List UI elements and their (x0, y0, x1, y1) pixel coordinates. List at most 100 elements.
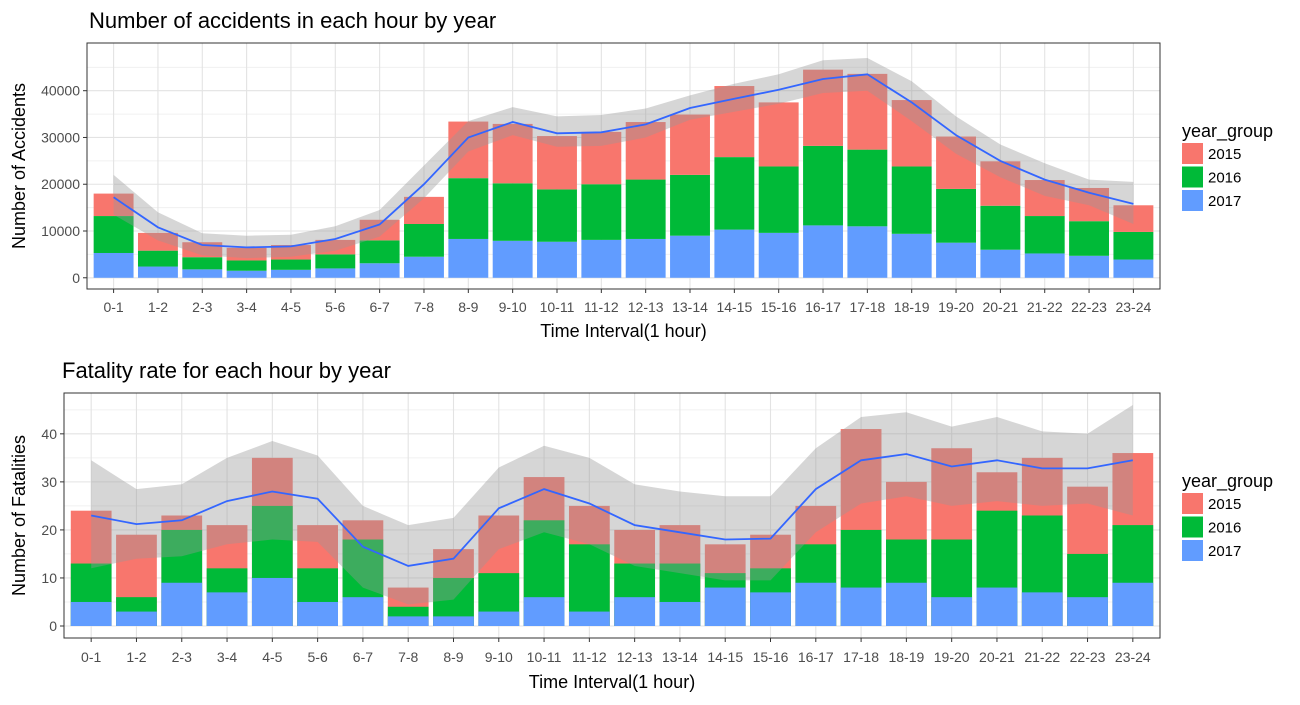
x-tick-label: 6-7 (370, 299, 390, 315)
x-tick-label: 21-22 (1027, 299, 1063, 315)
bar-2017-21-22 (1021, 592, 1063, 626)
x-tick-label: 15-16 (753, 649, 789, 665)
legend-label-2015: 2015 (1208, 496, 1241, 513)
bar-2017-15-16 (758, 232, 799, 278)
bar-2017-13-14 (659, 601, 701, 626)
bar-2017-10-11 (537, 241, 577, 278)
bars (70, 429, 1154, 626)
bar-2016-15-16 (758, 166, 799, 233)
bar-2016-0-1 (93, 216, 134, 253)
legend-label-2017: 2017 (1208, 193, 1241, 210)
bar-2017-0-1 (93, 252, 134, 278)
bar-2016-6-7 (359, 240, 400, 264)
x-tick-label: 16-17 (798, 649, 834, 665)
bar-2017-1-2 (137, 266, 178, 278)
x-tick-label: 8-9 (443, 649, 463, 665)
bar-2016-1-2 (137, 250, 178, 267)
x-tick-label: 19-20 (934, 649, 970, 665)
bar-2017-6-7 (342, 597, 384, 626)
chart-title: Fatality rate for each hour by year (62, 358, 391, 383)
bar-2017-9-10 (492, 240, 533, 278)
bar-2016-3-4 (226, 260, 267, 271)
y-tick-label: 0 (49, 618, 57, 634)
y-axis-title: Number of Fatalities (9, 435, 29, 596)
legend-swatch-2017 (1182, 190, 1203, 211)
bar-2015-12-13 (625, 122, 666, 180)
plot-border (63, 392, 1161, 639)
bar-2017-18-19 (891, 233, 932, 278)
x-tick-label: 4-5 (262, 649, 282, 665)
x-tick-label: 20-21 (982, 299, 1018, 315)
bar-2016-21-22 (1024, 216, 1065, 254)
bar-2016-19-20 (936, 188, 976, 243)
smooth-line (113, 73, 1134, 249)
x-tick-label: 22-23 (1070, 649, 1106, 665)
bar-2015-11-12 (581, 131, 622, 185)
bar-2015-6-7 (359, 219, 400, 241)
x-tick-label: 14-15 (716, 299, 752, 315)
legend-swatch-2016 (1182, 516, 1203, 538)
bar-2016-20-21 (980, 205, 1021, 250)
bar-2016-12-13 (625, 179, 666, 239)
bar-2017-4-5 (251, 577, 293, 626)
bar-2016-8-9 (448, 178, 489, 239)
bar-2017-10-11 (523, 597, 565, 626)
y-tick-label: 40 (41, 426, 57, 442)
legend-swatch-2015 (1182, 493, 1203, 514)
bar-2016-11-12 (581, 184, 622, 240)
bar-2017-17-18 (847, 226, 888, 278)
y-tick-label: 10 (41, 570, 57, 586)
legend: year_group 2015 2016 2017 (1182, 121, 1273, 211)
x-tick-label: 12-13 (617, 649, 653, 665)
chart-panel-2: Fatality rate for each hour by year 0 10 20… (9, 358, 1273, 692)
legend-label-2015: 2015 (1208, 146, 1241, 163)
x-tick-label: 2-3 (192, 299, 212, 315)
smooth-line (91, 453, 1133, 567)
x-tick-label: 0-1 (81, 649, 101, 665)
bar-2016-2-3 (182, 257, 223, 270)
legend-label-2016: 2016 (1208, 520, 1241, 537)
bar-2017-23-24 (1112, 582, 1154, 626)
x-tick-label: 23-24 (1115, 299, 1151, 315)
bar-2015-1-2 (137, 232, 178, 251)
bar-2015-3-4 (226, 247, 267, 261)
plot-border (86, 42, 1161, 290)
bar-2017-12-13 (614, 597, 656, 626)
bar-2016-9-10 (492, 183, 533, 241)
bar-2016-16-17 (803, 145, 843, 226)
x-tick-label: 18-19 (894, 299, 930, 315)
bar-2017-18-19 (886, 582, 927, 626)
bar-2017-6-7 (359, 263, 400, 278)
bar-2017-19-20 (931, 597, 973, 626)
chart-panel-1: Number of accidents in each hour by year… (9, 8, 1273, 341)
bar-2017-23-24 (1113, 259, 1154, 278)
bar-2017-1-2 (116, 611, 157, 626)
x-tick-label: 19-20 (938, 299, 974, 315)
bar-2017-4-5 (271, 269, 311, 278)
y-tick-label: 20 (41, 522, 57, 538)
y-tick-label: 20000 (41, 176, 80, 192)
chart-title: Number of accidents in each hour by year (89, 8, 496, 33)
bar-2015-19-20 (936, 136, 976, 189)
x-tick-label: 18-19 (888, 649, 924, 665)
x-tick-label: 3-4 (217, 649, 237, 665)
bar-2015-0-1 (93, 193, 134, 217)
bar-2015-7-8 (404, 196, 444, 224)
confidence-band (91, 405, 1133, 605)
bar-2017-14-15 (714, 229, 755, 278)
bar-2016-4-5 (271, 259, 311, 270)
bar-2016-14-15 (714, 157, 755, 230)
bar-2017-22-23 (1069, 255, 1110, 278)
legend-swatch-2016 (1182, 166, 1203, 188)
x-tick-label: 10-11 (540, 299, 575, 315)
x-tick-label: 22-23 (1071, 299, 1107, 315)
bar-2017-20-21 (980, 249, 1021, 278)
x-tick-label: 17-18 (843, 649, 879, 665)
y-axis-title: Number of Accidents (9, 83, 29, 249)
bar-2017-7-8 (404, 256, 444, 278)
x-tick-label: 11-12 (584, 299, 619, 315)
x-tick-label: 12-13 (628, 299, 664, 315)
legend-title: year_group (1182, 121, 1273, 142)
bars (93, 69, 1154, 278)
bar-2016-7-8 (404, 223, 444, 257)
